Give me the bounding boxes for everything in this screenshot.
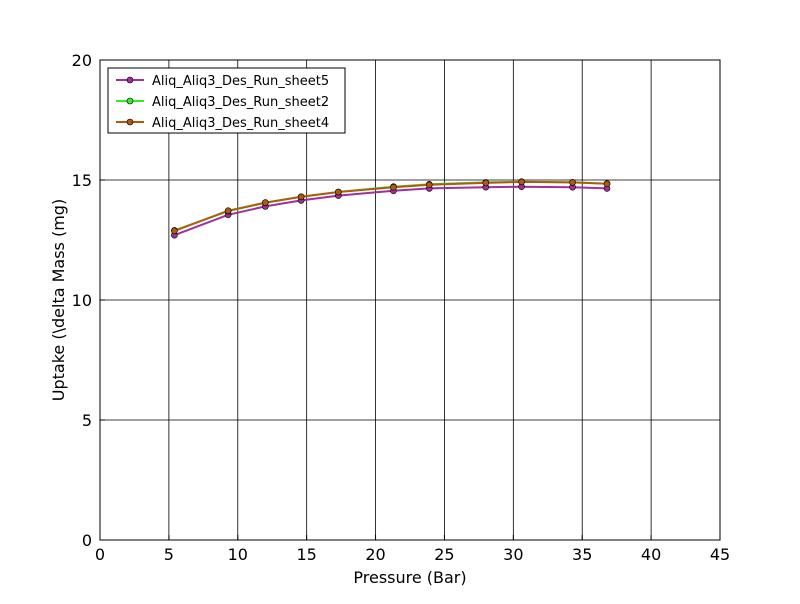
x-tick-label: 20 bbox=[365, 545, 385, 564]
series-3 bbox=[171, 178, 611, 235]
data-point bbox=[569, 179, 576, 186]
x-tick-label: 45 bbox=[710, 545, 730, 564]
y-tick-label: 15 bbox=[72, 171, 92, 190]
data-point bbox=[262, 199, 269, 206]
legend-entry: Aliq_Aliq3_Des_Run_sheet2 bbox=[116, 95, 329, 110]
data-point bbox=[390, 183, 397, 191]
y-tick-label: 20 bbox=[72, 51, 92, 70]
legend-marker bbox=[126, 76, 134, 84]
ticks: 0 5 10 15 20 25 30 35 40 45 0 5 10 15 20 bbox=[72, 51, 731, 564]
data-point bbox=[224, 207, 232, 215]
x-tick-label: 30 bbox=[503, 545, 523, 564]
legend-entry: Aliq_Aliq3_Des_Run_sheet5 bbox=[116, 74, 329, 89]
data-point bbox=[518, 178, 525, 186]
legend-entry: Aliq_Aliq3_Des_Run_sheet4 bbox=[116, 116, 329, 131]
y-tick-label: 0 bbox=[82, 531, 92, 550]
x-tick-label: 0 bbox=[95, 545, 105, 564]
x-tick-label: 5 bbox=[164, 545, 174, 564]
x-tick-label: 35 bbox=[572, 545, 592, 564]
data-point bbox=[482, 179, 490, 187]
x-tick-label: 25 bbox=[434, 545, 454, 564]
data-point bbox=[171, 227, 178, 235]
x-tick-label: 40 bbox=[641, 545, 661, 564]
y-tick-label: 5 bbox=[82, 411, 92, 430]
data-point bbox=[425, 181, 433, 189]
legend-label: Aliq_Aliq3_Des_Run_sheet5 bbox=[152, 74, 329, 89]
y-tick-label: 10 bbox=[72, 291, 92, 310]
legend-marker bbox=[126, 118, 134, 126]
series-1 bbox=[171, 183, 611, 239]
legend-marker bbox=[126, 97, 134, 105]
data-point bbox=[603, 180, 611, 188]
data-point bbox=[297, 193, 305, 201]
legend-box bbox=[107, 67, 346, 134]
legend-label: Aliq_Aliq3_Des_Run_sheet2 bbox=[152, 95, 329, 110]
x-tick-label: 10 bbox=[228, 545, 248, 564]
x-axis-label: Pressure (Bar) bbox=[353, 568, 466, 587]
series-layer bbox=[171, 178, 611, 239]
data-point bbox=[335, 188, 342, 196]
x-tick-label: 15 bbox=[296, 545, 316, 564]
legend: Aliq_Aliq3_Des_Run_sheet5 Aliq_Aliq3_Des_… bbox=[107, 67, 346, 134]
legend-label: Aliq_Aliq3_Des_Run_sheet4 bbox=[152, 116, 329, 131]
y-axis-label: Uptake (\delta Mass (mg) bbox=[49, 199, 68, 401]
series-line bbox=[174, 185, 608, 237]
